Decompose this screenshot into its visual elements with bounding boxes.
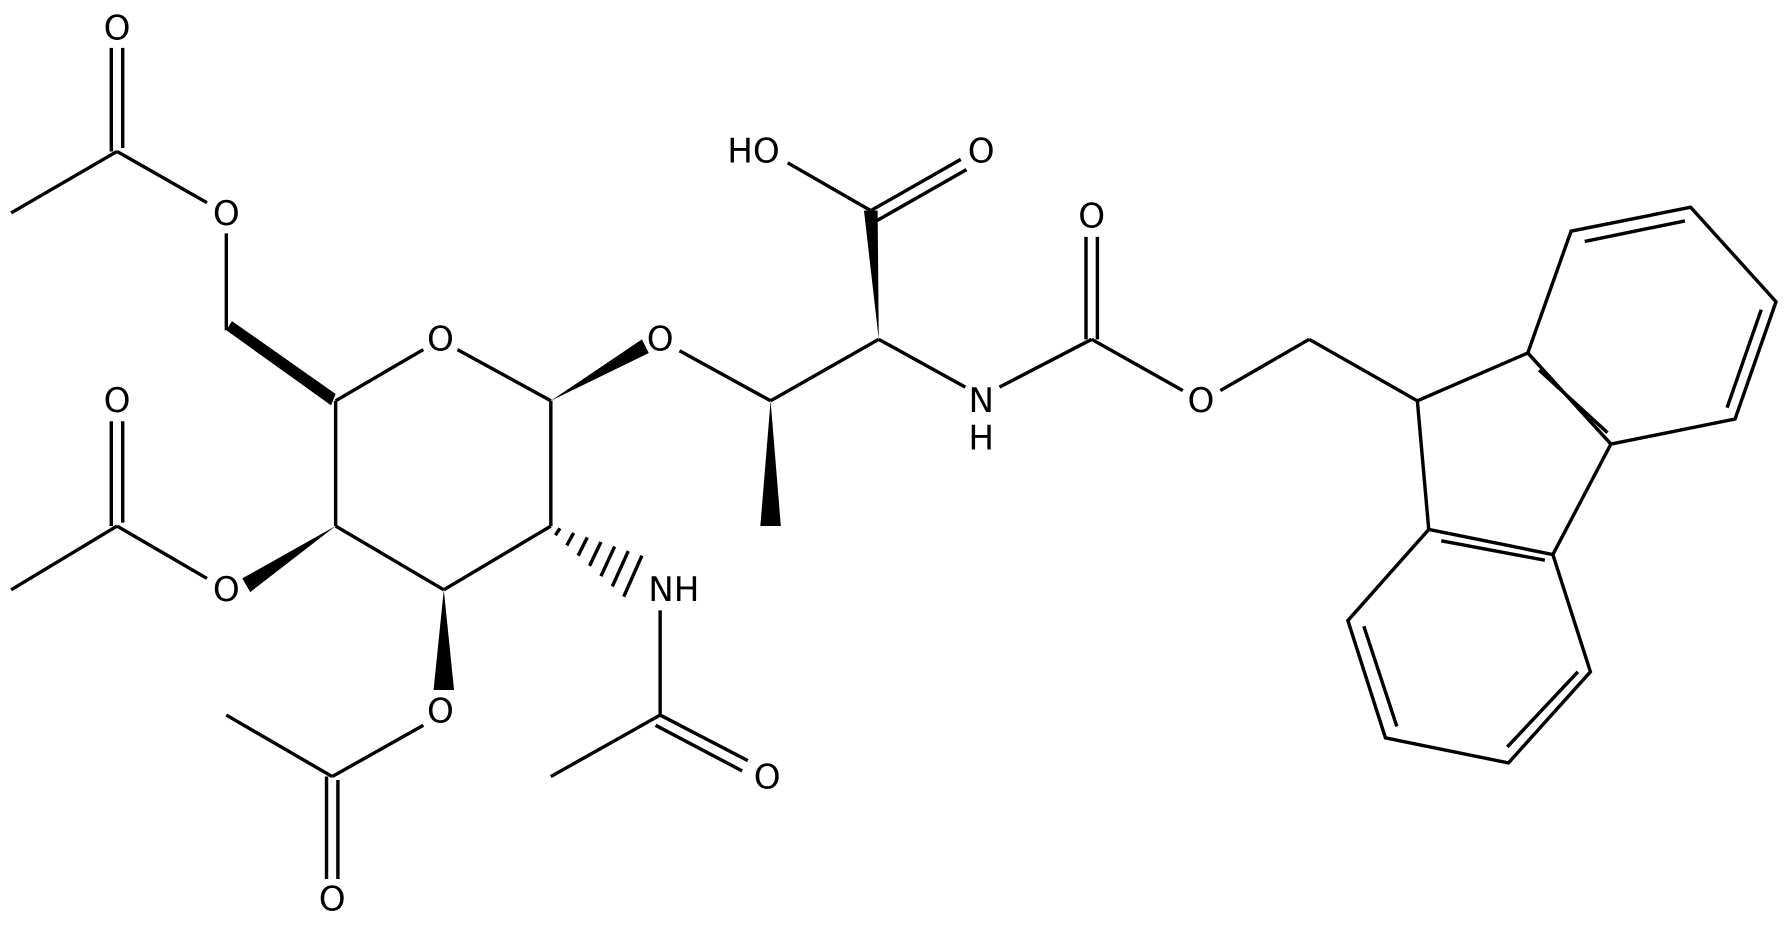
atom-label: O <box>968 131 995 171</box>
atom-label: NH <box>648 570 699 610</box>
atom-label: O <box>427 319 454 359</box>
atom-label: O <box>754 758 781 798</box>
atom-label: O <box>1078 196 1105 236</box>
atom-label: HO <box>727 131 780 171</box>
atom-label: O <box>647 319 674 359</box>
atom-label: O <box>104 381 131 421</box>
bonds <box>10 47 1778 880</box>
atom-label: O <box>213 570 240 610</box>
atom-label: N <box>968 381 994 421</box>
atom-label: O <box>319 880 346 920</box>
atom-label: O <box>213 194 240 234</box>
atom-labels: O O O O HO O O N H O O O NH O O O <box>104 8 1215 919</box>
atom-label: O <box>104 8 131 48</box>
atom-label: O <box>427 692 454 732</box>
atom-label: H <box>968 418 994 458</box>
atom-label: O <box>1188 381 1215 421</box>
